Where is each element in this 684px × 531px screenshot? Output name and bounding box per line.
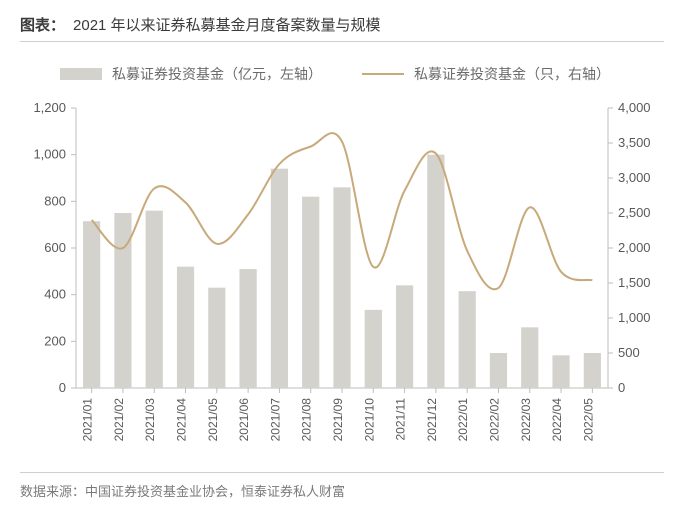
x-axis-label: 2022/03 — [519, 398, 533, 442]
svg-text:1,500: 1,500 — [618, 275, 651, 290]
bar — [459, 291, 476, 388]
bar — [427, 155, 444, 388]
x-axis-label: 2022/02 — [487, 398, 501, 442]
legend-label-bar: 私募证券投资基金（亿元，左轴） — [112, 64, 322, 84]
bar — [146, 211, 163, 388]
bar — [365, 310, 382, 388]
bar — [240, 269, 257, 388]
svg-text:1,000: 1,000 — [33, 147, 66, 162]
bar — [584, 353, 601, 388]
chart-area: 0 200 400 600 800 1,000 1,200 0 500 1,000 1,500 2,0… — [22, 98, 662, 458]
legend-item-bar: 私募证券投资基金（亿元，左轴） — [60, 64, 322, 84]
x-axis-label: 2021/07 — [268, 398, 282, 442]
svg-text:1,200: 1,200 — [33, 100, 66, 115]
x-axis-label: 2021/02 — [112, 398, 126, 442]
svg-text:3,500: 3,500 — [618, 135, 651, 150]
svg-text:2,000: 2,000 — [618, 240, 651, 255]
svg-text:4,000: 4,000 — [618, 100, 651, 115]
x-axis-label: 2021/09 — [331, 398, 345, 442]
bar — [521, 327, 538, 388]
bar — [83, 221, 100, 388]
x-axis-label: 2022/05 — [581, 398, 595, 442]
title-label: 图表： — [20, 14, 65, 35]
svg-text:3,000: 3,000 — [618, 170, 651, 185]
legend: 私募证券投资基金（亿元，左轴） 私募证券投资基金（只，右轴） — [60, 64, 664, 84]
x-axis-label: 2021/10 — [362, 398, 376, 442]
x-axis-label: 2021/01 — [81, 398, 95, 442]
title-row: 图表： 2021 年以来证券私募基金月度备案数量与规模 — [20, 14, 664, 35]
x-axis-label: 2021/05 — [206, 398, 220, 442]
svg-text:1,000: 1,000 — [618, 310, 651, 325]
svg-text:500: 500 — [618, 345, 640, 360]
bar — [552, 355, 569, 388]
x-axis-label: 2021/04 — [175, 398, 189, 442]
bar — [177, 267, 194, 388]
x-axis-label: 2021/08 — [300, 398, 314, 442]
svg-text:800: 800 — [44, 193, 66, 208]
svg-text:400: 400 — [44, 287, 66, 302]
x-axis-label: 2021/06 — [237, 398, 251, 442]
svg-text:0: 0 — [618, 380, 625, 395]
bar — [302, 197, 319, 388]
svg-text:600: 600 — [44, 240, 66, 255]
divider-top — [20, 41, 664, 42]
legend-swatch-bar — [60, 68, 102, 80]
legend-item-line: 私募证券投资基金（只，右轴） — [362, 64, 610, 84]
title-text: 2021 年以来证券私募基金月度备案数量与规模 — [73, 14, 381, 35]
chart-svg: 0 200 400 600 800 1,000 1,200 0 500 1,000 1,500 2,0… — [22, 98, 662, 458]
bar — [490, 353, 507, 388]
legend-label-line: 私募证券投资基金（只，右轴） — [414, 64, 610, 84]
x-axis-label: 2021/03 — [143, 398, 157, 442]
chart-card: 图表： 2021 年以来证券私募基金月度备案数量与规模 私募证券投资基金（亿元，… — [0, 0, 684, 531]
svg-text:200: 200 — [44, 333, 66, 348]
bar — [333, 187, 350, 388]
svg-text:0: 0 — [59, 380, 66, 395]
x-axis-label: 2022/01 — [456, 398, 470, 442]
x-axis-label: 2021/12 — [425, 398, 439, 442]
bar — [208, 288, 225, 388]
bar — [396, 285, 413, 388]
divider-bottom — [20, 472, 664, 473]
source-text: 数据来源：中国证券投资基金业协会，恒泰证券私人财富 — [20, 481, 664, 500]
x-axis-label: 2021/11 — [394, 398, 408, 441]
svg-text:2,500: 2,500 — [618, 205, 651, 220]
x-axis-label: 2022/04 — [550, 398, 564, 442]
legend-swatch-line — [362, 73, 404, 75]
bar — [271, 169, 288, 388]
